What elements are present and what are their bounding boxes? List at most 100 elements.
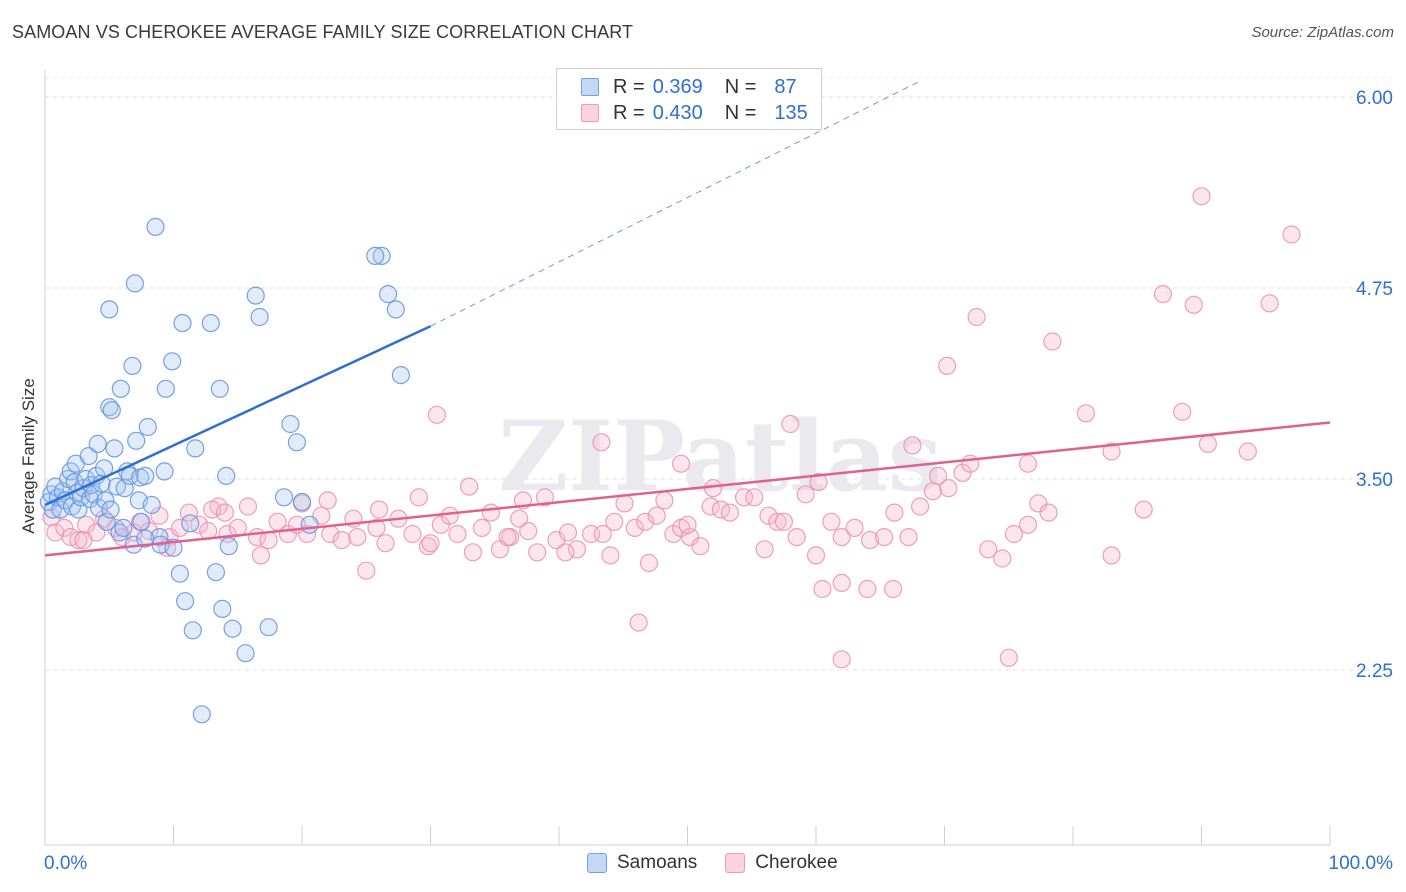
samoan-point xyxy=(127,431,146,450)
samoan-point xyxy=(100,300,119,319)
cherokee-points xyxy=(42,187,1301,669)
y-tick-label: 3.50 xyxy=(1356,470,1393,491)
cherokee-point xyxy=(809,473,828,492)
watermark: ZIPatlas xyxy=(498,400,942,513)
y-axis-label: Average Family Size xyxy=(19,378,38,534)
legend-item-samoans[interactable]: Samoans xyxy=(587,852,697,874)
cherokee-point xyxy=(601,546,620,565)
samoan-point xyxy=(192,705,211,724)
tick-labels: 2.25 3.50 4.75 6.00 0.0% 100.0% xyxy=(44,88,1393,874)
cherokee-point xyxy=(556,543,575,562)
cherokee-point xyxy=(481,503,500,522)
cherokee-point xyxy=(903,436,922,455)
cherokee-point xyxy=(734,488,754,507)
cherokee-point xyxy=(215,503,234,522)
cherokee-point xyxy=(774,512,794,531)
cherokee-point xyxy=(953,463,972,482)
legend-item-cherokee[interactable]: Cherokee xyxy=(725,852,838,874)
cherokee-point xyxy=(418,537,437,556)
cherokee-point xyxy=(567,540,587,559)
cherokee-swatch xyxy=(581,104,599,122)
legend-row-cherokee: R = 0.430 N = 135 xyxy=(581,101,808,125)
cherokee-point xyxy=(999,648,1018,667)
cherokee-point xyxy=(1029,494,1048,513)
cherokee-point xyxy=(813,579,832,599)
samoan-point xyxy=(181,514,200,533)
cherokee-point xyxy=(593,524,612,544)
samoans-swatch xyxy=(581,78,599,96)
cherokee-point xyxy=(421,534,440,553)
samoan-point xyxy=(136,529,155,548)
cherokee-point xyxy=(238,497,258,516)
samoan-point xyxy=(372,246,391,265)
samoan-point xyxy=(100,398,119,417)
samoan-point xyxy=(210,379,229,398)
samoan-point xyxy=(123,356,142,375)
samoans-trend-extension xyxy=(430,81,920,327)
samoan-point xyxy=(96,491,115,510)
cherokee-point xyxy=(704,479,723,498)
samoan-point xyxy=(259,618,278,637)
cherokee-point xyxy=(678,515,697,534)
samoan-point xyxy=(173,314,192,333)
cherokee-point xyxy=(332,530,351,550)
cherokee-point xyxy=(472,518,491,538)
samoan-point xyxy=(223,619,242,638)
source-label: Source: ZipAtlas.com xyxy=(1251,24,1394,41)
samoan-point xyxy=(107,477,127,496)
samoan-point xyxy=(219,537,238,556)
cherokee-point xyxy=(806,546,826,565)
cherokee-point xyxy=(1184,295,1203,314)
cherokee-point xyxy=(1076,404,1096,423)
samoan-point xyxy=(391,366,410,385)
cherokee-point xyxy=(558,523,578,542)
samoan-point xyxy=(236,644,255,663)
cherokee-point xyxy=(403,524,422,544)
legend-n-value: 87 xyxy=(774,75,797,98)
cherokee-point xyxy=(1173,402,1192,421)
samoan-point xyxy=(366,246,385,265)
chart-title: SAMOAN VS CHEROKEE AVERAGE FAMILY SIZE C… xyxy=(12,22,634,42)
cherokee-point xyxy=(1039,503,1058,522)
samoan-point xyxy=(186,439,205,458)
samoan-point xyxy=(176,592,195,611)
cherokee-point xyxy=(370,500,389,519)
cherokee-point xyxy=(720,503,740,522)
cherokee-point xyxy=(519,521,538,541)
samoan-point xyxy=(201,314,220,333)
cherokee-point xyxy=(1004,524,1024,544)
cherokee-point xyxy=(74,530,93,550)
cherokee-point xyxy=(691,537,710,556)
samoan-point xyxy=(79,447,98,466)
cherokee-point xyxy=(883,579,903,599)
cherokee-point xyxy=(251,546,270,565)
samoan-point xyxy=(142,495,161,515)
samoan-point xyxy=(114,518,133,538)
cherokee-point xyxy=(1260,294,1279,313)
cherokee-point xyxy=(348,527,367,547)
legend-r-value: 0.369 xyxy=(652,75,703,98)
samoan-point xyxy=(51,500,70,519)
cherokee-point xyxy=(822,512,841,531)
samoan-point xyxy=(386,300,405,319)
samoans-trend-line xyxy=(44,325,432,507)
cherokee-point xyxy=(993,549,1012,568)
samoan-point xyxy=(136,466,155,485)
samoan-point xyxy=(163,352,182,371)
legend-n-label: N = xyxy=(724,101,757,124)
legend-r-label: R = xyxy=(613,101,645,124)
x-tick-label: 100.0% xyxy=(1329,853,1394,874)
cherokee-point xyxy=(768,512,787,531)
samoan-point xyxy=(300,515,319,534)
cherokee-point xyxy=(1018,454,1038,473)
cherokee-point xyxy=(1102,546,1121,565)
cherokee-point xyxy=(796,485,815,504)
legend-n-value: 135 xyxy=(774,101,808,124)
trend-lines xyxy=(44,81,1331,557)
cherokee-point xyxy=(845,518,864,538)
cherokee-point xyxy=(874,527,894,547)
cherokee-point xyxy=(409,488,428,507)
cherokee-point xyxy=(440,506,459,525)
legend-r-value: 0.430 xyxy=(652,101,703,124)
cherokee-point xyxy=(1102,442,1121,461)
